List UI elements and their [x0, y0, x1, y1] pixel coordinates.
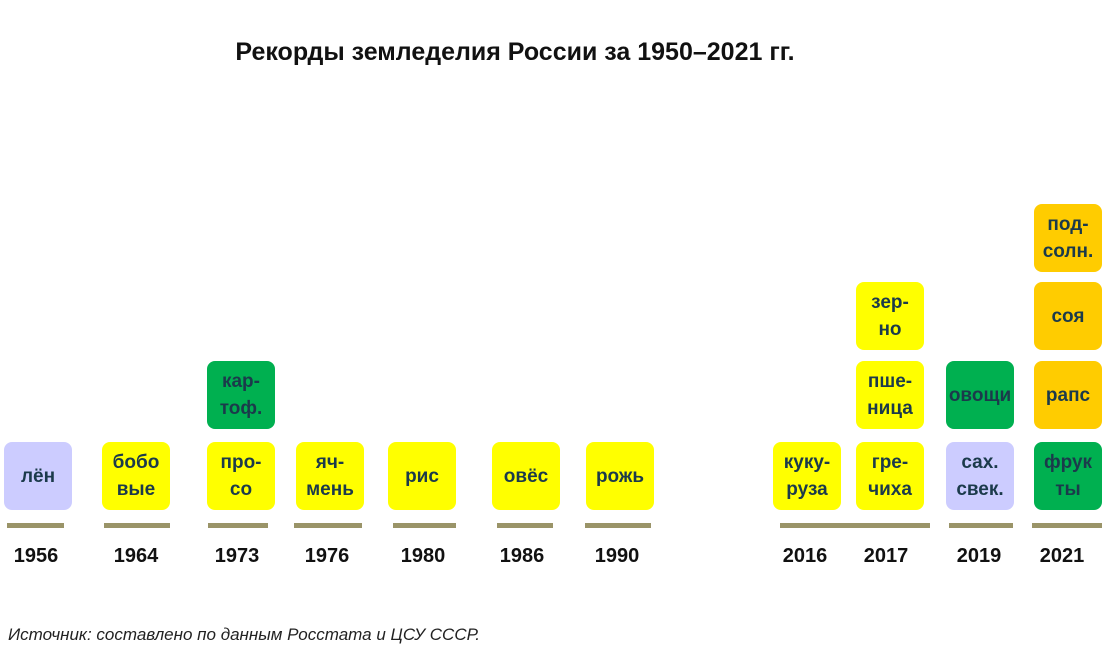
page-title: Рекорды земледелия России за 1950–2021 г… — [235, 38, 795, 66]
year-label: 2021 — [1039, 545, 1085, 567]
timeline-bar — [208, 523, 268, 528]
year-label: 1973 — [214, 545, 260, 567]
record-box-frukty: фрук ты — [1034, 442, 1102, 510]
record-box-ris: рис — [388, 442, 456, 510]
year-label: 1990 — [594, 545, 640, 567]
record-box-kartofel: кар- тоф. — [207, 361, 275, 429]
timeline-bar — [7, 523, 64, 528]
record-box-oves: овёс — [492, 442, 560, 510]
source-note: Источник: составлено по данным Росстата … — [8, 625, 481, 644]
record-box-pshenitsa: пше- ница — [856, 361, 924, 429]
record-box-raps: рапс — [1034, 361, 1102, 429]
year-label: 1956 — [13, 545, 59, 567]
year-label: 2019 — [956, 545, 1002, 567]
record-box-yachmen: яч- мень — [296, 442, 364, 510]
record-box-podsolnechnik: под- солн. — [1034, 204, 1102, 272]
timeline-bar — [1032, 523, 1102, 528]
timeline-bar — [104, 523, 170, 528]
record-box-rozh: рожь — [586, 442, 654, 510]
timeline-bar — [780, 523, 930, 528]
year-label: 2016 — [782, 545, 828, 567]
record-box-len: лён — [4, 442, 72, 510]
record-box-proso: про- со — [207, 442, 275, 510]
record-box-kukuruza: куку- руза — [773, 442, 841, 510]
year-label: 2017 — [863, 545, 909, 567]
year-label: 1976 — [304, 545, 350, 567]
record-box-sakh-svekla: сах. свек. — [946, 442, 1014, 510]
year-label: 1980 — [400, 545, 446, 567]
timeline-bar — [949, 523, 1013, 528]
record-box-ovoshchi: овощи — [946, 361, 1014, 429]
record-box-grechikha: гре- чиха — [856, 442, 924, 510]
record-box-bobovye: бобо вые — [102, 442, 170, 510]
timeline-bar — [393, 523, 456, 528]
year-label: 1986 — [499, 545, 545, 567]
year-label: 1964 — [113, 545, 159, 567]
record-box-zerno: зер- но — [856, 282, 924, 350]
timeline-bar — [585, 523, 651, 528]
record-box-soya: соя — [1034, 282, 1102, 350]
timeline-bar — [497, 523, 553, 528]
timeline-bar — [294, 523, 362, 528]
